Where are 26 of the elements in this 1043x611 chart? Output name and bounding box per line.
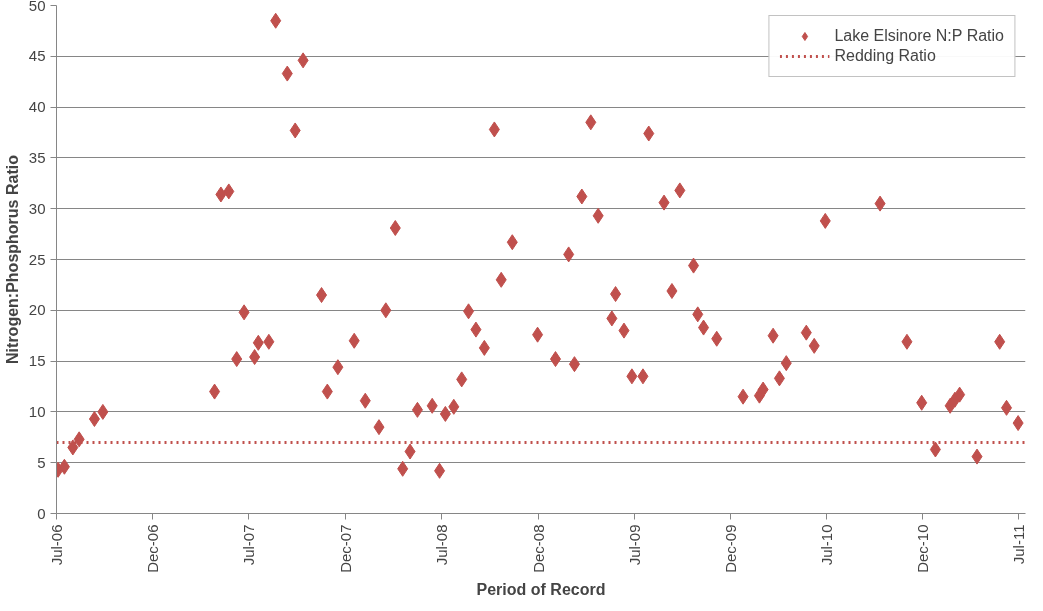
x-tick-label: Jul-06 xyxy=(48,524,65,566)
legend-label: Lake Elsinore N:P Ratio xyxy=(834,27,1004,45)
y-tick-label: 45 xyxy=(28,47,46,65)
x-tick-label: Jul-11 xyxy=(1010,524,1028,565)
x-tick-label: Jul-09 xyxy=(625,524,643,566)
y-tick-label: 30 xyxy=(28,199,46,217)
y-tick-label: 35 xyxy=(28,148,46,166)
y-tick-label: 15 xyxy=(28,352,46,370)
y-axis-title: Nitrogen:Phosphorus Ratio xyxy=(3,154,21,364)
x-tick-label: Dec-06 xyxy=(144,524,162,573)
y-tick-label: 25 xyxy=(28,250,46,268)
x-tick-label: Jul-08 xyxy=(433,524,451,566)
x-tick-label: Dec-10 xyxy=(914,524,932,573)
y-tick-label: 40 xyxy=(28,98,46,116)
x-tick-label: Dec-09 xyxy=(721,524,739,573)
y-tick-label: 10 xyxy=(28,402,46,420)
x-tick-label: Dec-08 xyxy=(529,524,547,573)
y-tick-label: 50 xyxy=(28,0,46,14)
x-axis-title: Period of Record xyxy=(476,580,606,598)
legend-label: Redding Ratio xyxy=(834,47,936,65)
y-tick-label: 0 xyxy=(37,504,46,522)
x-tick-label: Jul-10 xyxy=(817,524,835,566)
y-tick-label: 20 xyxy=(28,301,46,319)
x-tick-label: Dec-07 xyxy=(336,524,354,573)
y-tick-label: 5 xyxy=(37,453,46,471)
x-tick-label: Jul-07 xyxy=(240,524,258,566)
